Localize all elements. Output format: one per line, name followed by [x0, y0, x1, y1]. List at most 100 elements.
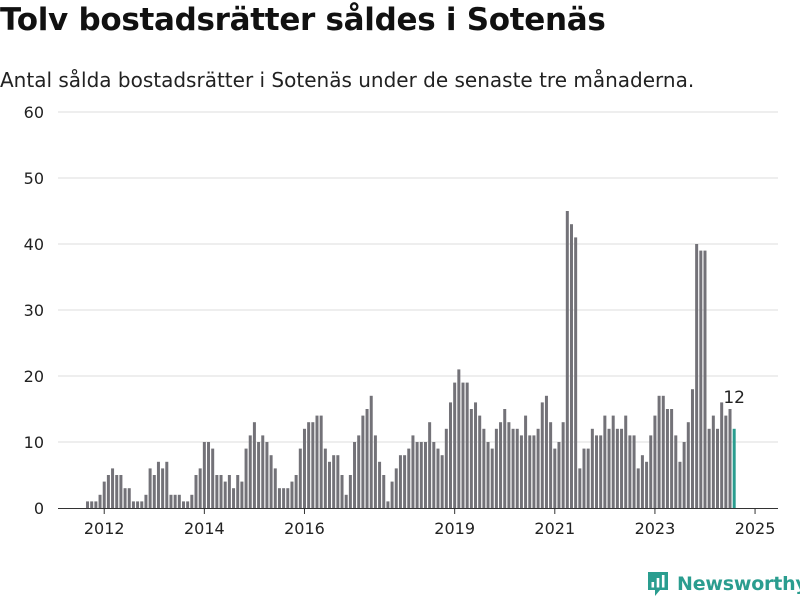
bar: [136, 501, 140, 508]
x-tick-label: 2021: [534, 519, 575, 538]
bar: [194, 475, 198, 508]
bar: [474, 402, 478, 508]
bar: [478, 415, 482, 508]
bar-highlight: [732, 428, 736, 508]
y-tick-label: 50: [24, 169, 44, 188]
bar: [690, 389, 694, 508]
bar: [465, 382, 469, 508]
bar: [490, 448, 494, 508]
bar: [728, 409, 732, 508]
bar: [670, 409, 674, 508]
bar: [169, 494, 173, 508]
brand-name: Newsworthy: [677, 573, 800, 595]
bar: [499, 422, 503, 508]
bar: [615, 428, 619, 508]
bar: [348, 475, 352, 508]
bar: [257, 442, 261, 508]
bar: [173, 494, 177, 508]
bar: [645, 461, 649, 508]
bar: [161, 468, 165, 508]
bar: [177, 494, 181, 508]
y-tick-label: 40: [24, 235, 44, 254]
bar: [232, 488, 236, 508]
bar: [407, 448, 411, 508]
bar: [461, 382, 465, 508]
bar: [674, 435, 678, 508]
bar: [716, 428, 720, 508]
bar: [127, 488, 131, 508]
bar: [682, 442, 686, 508]
bar: [582, 448, 586, 508]
x-tick-label: 2019: [434, 519, 475, 538]
y-tick-label: 0: [34, 499, 44, 518]
y-tick-label: 20: [24, 367, 44, 386]
bar: [415, 442, 419, 508]
bar: [332, 455, 336, 508]
bar: [102, 481, 106, 508]
bar: [686, 422, 690, 508]
bar: [578, 468, 582, 508]
bar: [90, 501, 94, 508]
bar: [423, 442, 427, 508]
bar: [115, 475, 119, 508]
bar: [457, 369, 461, 508]
bar: [603, 415, 607, 508]
bar: [315, 415, 319, 508]
bar: [152, 475, 156, 508]
bar: [373, 435, 377, 508]
bar: [181, 501, 185, 508]
bar: [628, 435, 632, 508]
bar: [261, 435, 265, 508]
bar: [357, 435, 361, 508]
bar: [569, 224, 573, 508]
bar: [453, 382, 457, 508]
x-tick-label: 2016: [284, 519, 325, 538]
data-label-last: 12: [723, 388, 745, 408]
bar: [294, 475, 298, 508]
bar: [252, 422, 256, 508]
bar: [469, 409, 473, 508]
bar: [428, 422, 432, 508]
bar: [515, 428, 519, 508]
bar: [403, 455, 407, 508]
x-tick-label: 2014: [184, 519, 225, 538]
bar: [653, 415, 657, 508]
bar: [678, 461, 682, 508]
bar: [215, 475, 219, 508]
bar: [202, 442, 206, 508]
bar: [586, 448, 590, 508]
bar: [382, 475, 386, 508]
bar: [277, 488, 281, 508]
bar: [98, 494, 102, 508]
bar: [624, 415, 628, 508]
bar: [386, 501, 390, 508]
bar: [265, 442, 269, 508]
bar: [328, 461, 332, 508]
bar: [248, 435, 252, 508]
bar: [507, 422, 511, 508]
bar: [273, 468, 277, 508]
bar: [532, 435, 536, 508]
bar: [227, 475, 231, 508]
bar: [540, 402, 544, 508]
bar: [236, 475, 240, 508]
bar: [699, 250, 703, 508]
bar: [657, 395, 661, 508]
bar: [595, 435, 599, 508]
bar: [369, 395, 373, 508]
bar: [632, 435, 636, 508]
bar: [282, 488, 286, 508]
bar: [695, 244, 699, 508]
x-tick-label: 2023: [635, 519, 676, 538]
bar: [636, 468, 640, 508]
bar: [307, 422, 311, 508]
bar: [165, 461, 169, 508]
bar: [394, 468, 398, 508]
bar: [536, 428, 540, 508]
bar: [519, 435, 523, 508]
bar: [665, 409, 669, 508]
bar: [561, 422, 565, 508]
bar: [524, 415, 528, 508]
y-tick-label: 60: [24, 103, 44, 122]
